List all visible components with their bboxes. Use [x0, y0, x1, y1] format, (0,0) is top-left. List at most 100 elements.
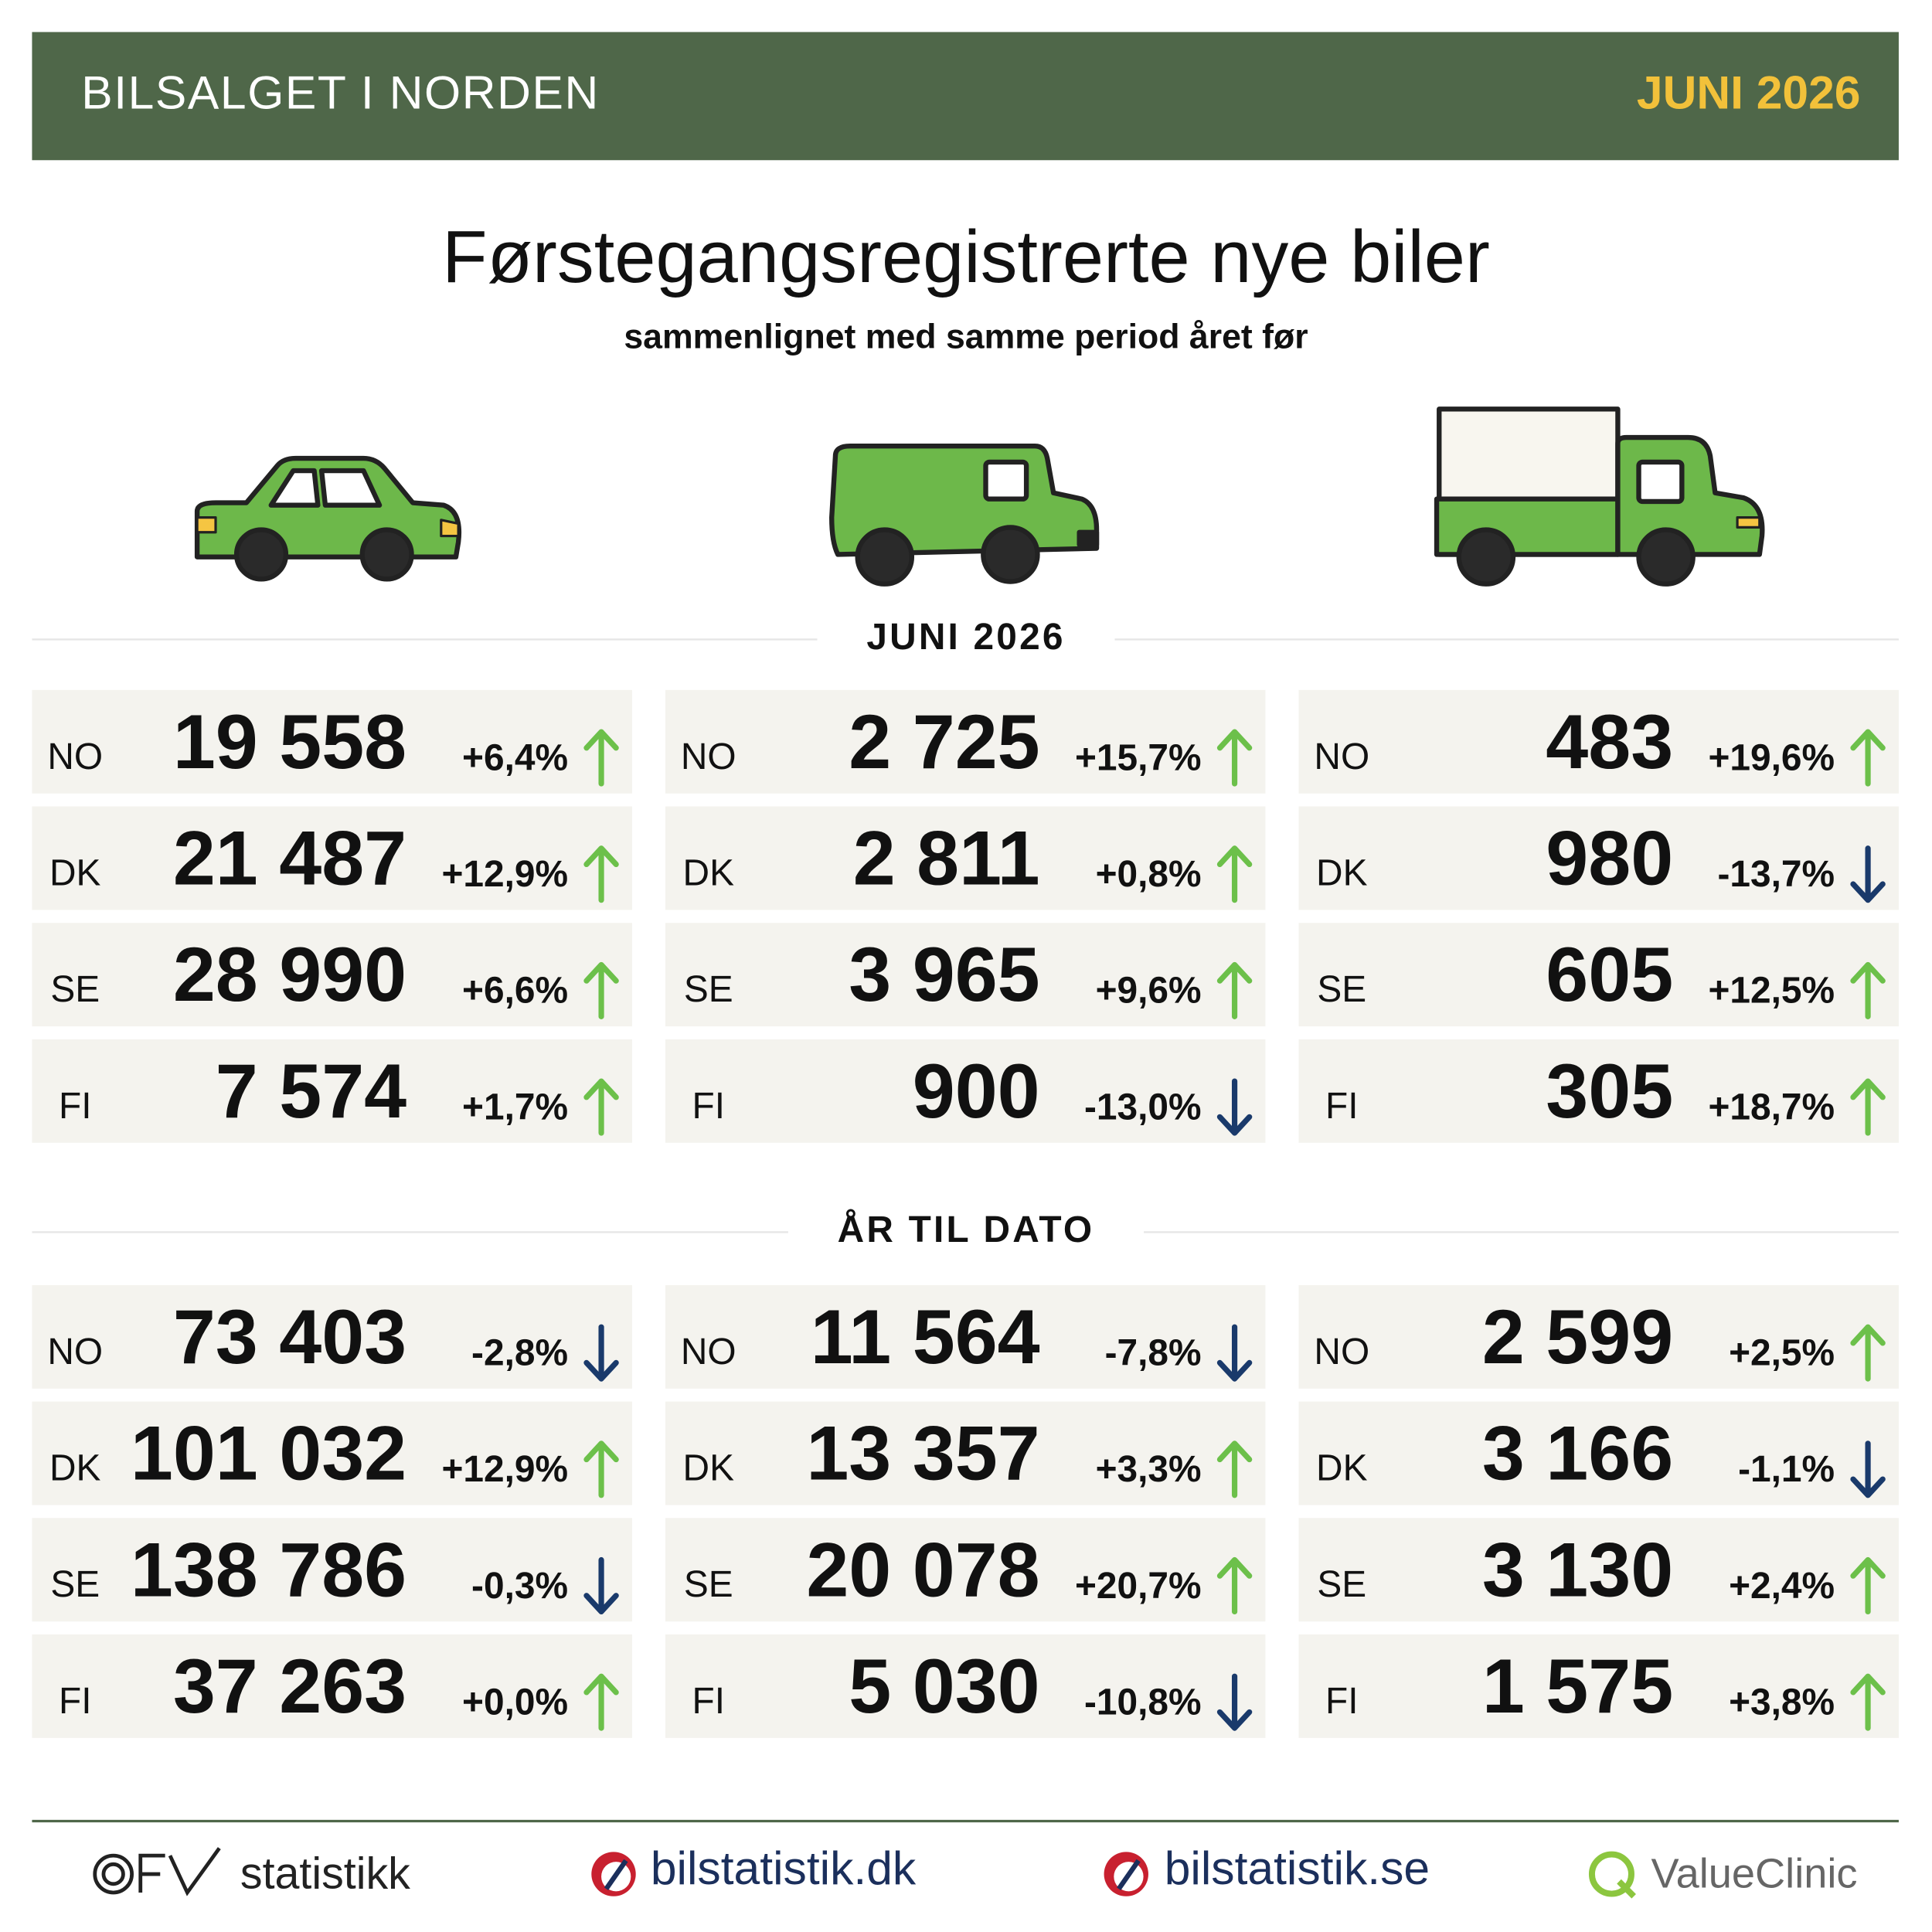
change-percent: +12,9%: [441, 854, 568, 895]
registrations: 21 487: [173, 816, 406, 901]
trend-arrow-down: [1850, 1440, 1886, 1498]
country-code: SE: [50, 1564, 100, 1605]
section-label: JUNI 2026: [866, 617, 1065, 658]
country-code: DK: [683, 1448, 735, 1489]
stat-cell: [1298, 1401, 1899, 1505]
stat-cell: [665, 1284, 1266, 1389]
trend-arrow-up: [583, 1078, 619, 1136]
footer-logo-text: bilstatistik.dk: [651, 1842, 917, 1894]
registrations: 19 558: [173, 699, 406, 784]
stat-cell: [665, 806, 1266, 910]
trend-arrow-up: [1850, 961, 1886, 1019]
stat-cell: [665, 1518, 1266, 1622]
ofv-logo: [93, 1847, 221, 1896]
registrations: 138 786: [131, 1527, 406, 1612]
change-percent: -13,0%: [1084, 1087, 1202, 1128]
registrations: 7 574: [216, 1049, 406, 1134]
change-percent: +6,4%: [462, 737, 568, 778]
stat-cell: [32, 806, 632, 910]
country-code: FI: [1325, 1086, 1359, 1127]
stat-cell: [1298, 1284, 1899, 1389]
country-code: NO: [1314, 736, 1369, 777]
registrations: 37 263: [173, 1644, 406, 1729]
stat-cell: [32, 1518, 632, 1622]
country-code: FI: [692, 1681, 726, 1722]
stat-cell: [32, 1634, 632, 1738]
country-code: FI: [692, 1086, 726, 1127]
change-percent: -2,8%: [471, 1332, 568, 1373]
country-code: SE: [1317, 969, 1366, 1010]
change-percent: +12,9%: [441, 1449, 568, 1490]
footer-logo-text: statistikk: [240, 1849, 410, 1898]
trend-arrow-down: [583, 1556, 619, 1615]
stat-cell: [32, 1401, 632, 1505]
country-code: NO: [681, 736, 736, 777]
change-percent: +0,0%: [462, 1682, 568, 1723]
registrations: 605: [1546, 932, 1673, 1017]
trend-arrow-down: [1216, 1673, 1253, 1731]
change-percent: +19,6%: [1708, 737, 1835, 778]
section-label: ÅR TIL DATO: [838, 1209, 1095, 1250]
stat-cell: [32, 1039, 632, 1143]
change-percent: +0,8%: [1096, 854, 1202, 895]
registrations: 1 575: [1482, 1644, 1673, 1729]
registrations: 5 030: [849, 1644, 1039, 1729]
registrations: 73 403: [173, 1294, 406, 1379]
bilstatistik-dk-logo: [591, 1852, 636, 1896]
registrations: 483: [1546, 699, 1673, 784]
trend-arrow-up: [1850, 729, 1886, 787]
trend-arrow-up: [1850, 1673, 1886, 1731]
registrations: 2 599: [1482, 1294, 1673, 1379]
change-percent: +12,5%: [1708, 971, 1835, 1012]
country-code: FI: [1325, 1681, 1359, 1722]
registrations: 980: [1546, 816, 1673, 901]
registrations: 3 166: [1482, 1411, 1673, 1496]
registrations: 2 811: [853, 816, 1040, 901]
change-percent: +1,7%: [462, 1087, 568, 1128]
main-title: Førstegangsregistrerte nye biler: [442, 216, 1490, 298]
trend-arrow-down: [583, 1324, 619, 1382]
change-percent: +15,7%: [1075, 737, 1202, 778]
registrations: 20 078: [806, 1527, 1039, 1612]
country-code: FI: [59, 1681, 92, 1722]
valueclinic-logo: [1588, 1851, 1636, 1899]
registrations: 28 990: [173, 932, 406, 1017]
header-bar: [32, 32, 1899, 161]
country-code: NO: [47, 736, 103, 777]
registrations: 101 032: [131, 1411, 406, 1496]
trend-arrow-down: [1850, 845, 1886, 903]
country-code: NO: [47, 1332, 103, 1372]
country-code: SE: [684, 969, 733, 1010]
country-code: DK: [49, 1448, 101, 1489]
stat-cell: [665, 1634, 1266, 1738]
stat-cell: [1298, 1039, 1899, 1143]
country-code: SE: [1317, 1564, 1366, 1605]
change-percent: -0,3%: [471, 1566, 568, 1607]
trend-arrow-up: [1216, 845, 1253, 903]
trend-arrow-up: [1216, 961, 1253, 1019]
change-percent: -13,7%: [1717, 854, 1835, 895]
registrations: 11 564: [811, 1294, 1040, 1379]
trend-arrow-up: [583, 1440, 619, 1498]
stat-cell: [32, 689, 632, 794]
change-percent: +3,8%: [1729, 1682, 1835, 1723]
stat-cell: [1298, 1634, 1899, 1738]
car-icon: [194, 455, 462, 582]
subtitle: sammenlignet med samme period året før: [624, 318, 1308, 355]
trend-arrow-up: [1216, 1556, 1253, 1615]
stat-cell: [1298, 1518, 1899, 1622]
country-code: SE: [50, 969, 100, 1010]
change-percent: +6,6%: [462, 971, 568, 1012]
stat-cell: [665, 689, 1266, 794]
stat-cell: [1298, 806, 1899, 910]
header-title: BILSALGET I NORDEN: [81, 66, 600, 118]
change-percent: +2,5%: [1729, 1332, 1835, 1373]
registrations: 13 357: [806, 1411, 1039, 1496]
stat-cell: [665, 923, 1266, 1027]
registrations: 305: [1546, 1049, 1673, 1134]
change-percent: +20,7%: [1075, 1566, 1202, 1607]
stat-cell: [32, 1284, 632, 1389]
change-percent: +18,7%: [1708, 1087, 1835, 1128]
